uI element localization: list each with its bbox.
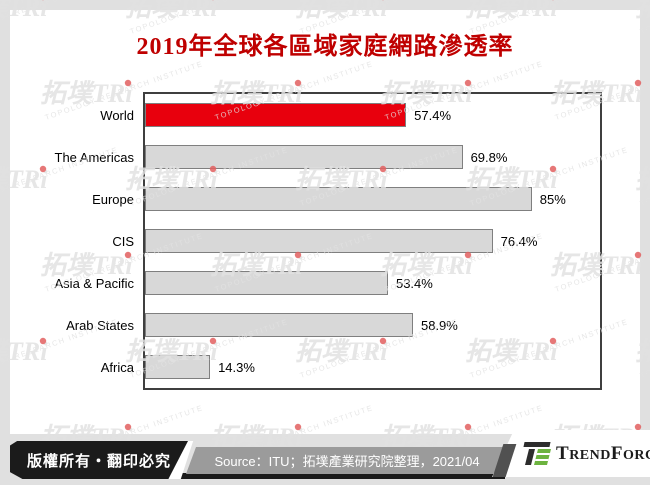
category-label: Arab States bbox=[66, 317, 134, 333]
bar-row: 85% bbox=[145, 178, 600, 220]
footer-bottom-strip bbox=[160, 473, 505, 479]
trendforce-icon bbox=[523, 442, 551, 465]
category-label: Asia & Pacific bbox=[54, 275, 134, 291]
bar-value-label: 85% bbox=[539, 191, 566, 207]
bar bbox=[145, 313, 413, 337]
bar-value-label: 14.3% bbox=[218, 359, 255, 375]
plot-area: 57.4% 69.8% 85% 76.4% 53.4% 58.9% 14.3% bbox=[143, 92, 602, 390]
category-label: CIS bbox=[112, 233, 134, 249]
bar bbox=[145, 355, 211, 379]
bar-row: 53.4% bbox=[145, 262, 600, 304]
copyright-text: 版權所有‧翻印必究 bbox=[26, 452, 171, 470]
bar bbox=[145, 103, 407, 127]
bar-value-label: 69.8% bbox=[470, 149, 508, 165]
category-labels: World The Americas Europe CIS Asia & Pacific… bbox=[40, 92, 143, 390]
bar bbox=[145, 271, 388, 295]
brand-orce: ORCE bbox=[622, 447, 650, 463]
bar-value-label: 53.4% bbox=[396, 276, 433, 291]
bar bbox=[145, 145, 463, 169]
footer-diagonal-gap bbox=[165, 441, 194, 479]
trendforce-icon-green-f bbox=[534, 449, 551, 465]
brand-rend: REND bbox=[569, 447, 611, 463]
copyright-ribbon: 版權所有‧翻印必究 bbox=[10, 441, 188, 479]
bar bbox=[145, 187, 532, 211]
bar-row: 57.4% bbox=[145, 94, 600, 136]
category-label: World bbox=[100, 107, 134, 123]
footer-divider-sliver bbox=[492, 444, 517, 477]
category-label: Africa bbox=[100, 359, 134, 375]
bar-row: 69.8% bbox=[145, 136, 600, 178]
bar-row: 76.4% bbox=[145, 220, 600, 262]
category-label: The Americas bbox=[54, 149, 134, 165]
brand-t: T bbox=[556, 442, 570, 464]
bar-row: 14.3% bbox=[145, 346, 600, 388]
bar bbox=[145, 229, 493, 253]
source-text: Source：ITU；拓墣產業研究院整理，2021/04 bbox=[214, 454, 480, 469]
trendforce-icon-topbar bbox=[523, 442, 551, 447]
bar-value-label: 58.9% bbox=[421, 318, 458, 333]
chart-title: 2019年全球各區域家庭網路滲透率 bbox=[136, 34, 514, 60]
bar-chart: World The Americas Europe CIS Asia & Pacific… bbox=[40, 92, 602, 390]
source-bar: Source：ITU；拓墣產業研究院整理，2021/04 bbox=[186, 447, 508, 474]
brand-f: F bbox=[610, 442, 623, 464]
report-card: 2019年全球各區域家庭網路滲透率 World The Americas Europ… bbox=[10, 10, 640, 434]
bar-row: 58.9% bbox=[145, 304, 600, 346]
trendforce-icon-stem bbox=[525, 449, 535, 465]
category-label: Europe bbox=[92, 191, 134, 207]
trendforce-wordmark: TRENDFORCE bbox=[556, 443, 650, 465]
trendforce-logo: TRENDFORCE bbox=[492, 430, 650, 477]
bar-value-label: 57.4% bbox=[414, 107, 452, 123]
bar-value-label: 76.4% bbox=[501, 234, 538, 249]
